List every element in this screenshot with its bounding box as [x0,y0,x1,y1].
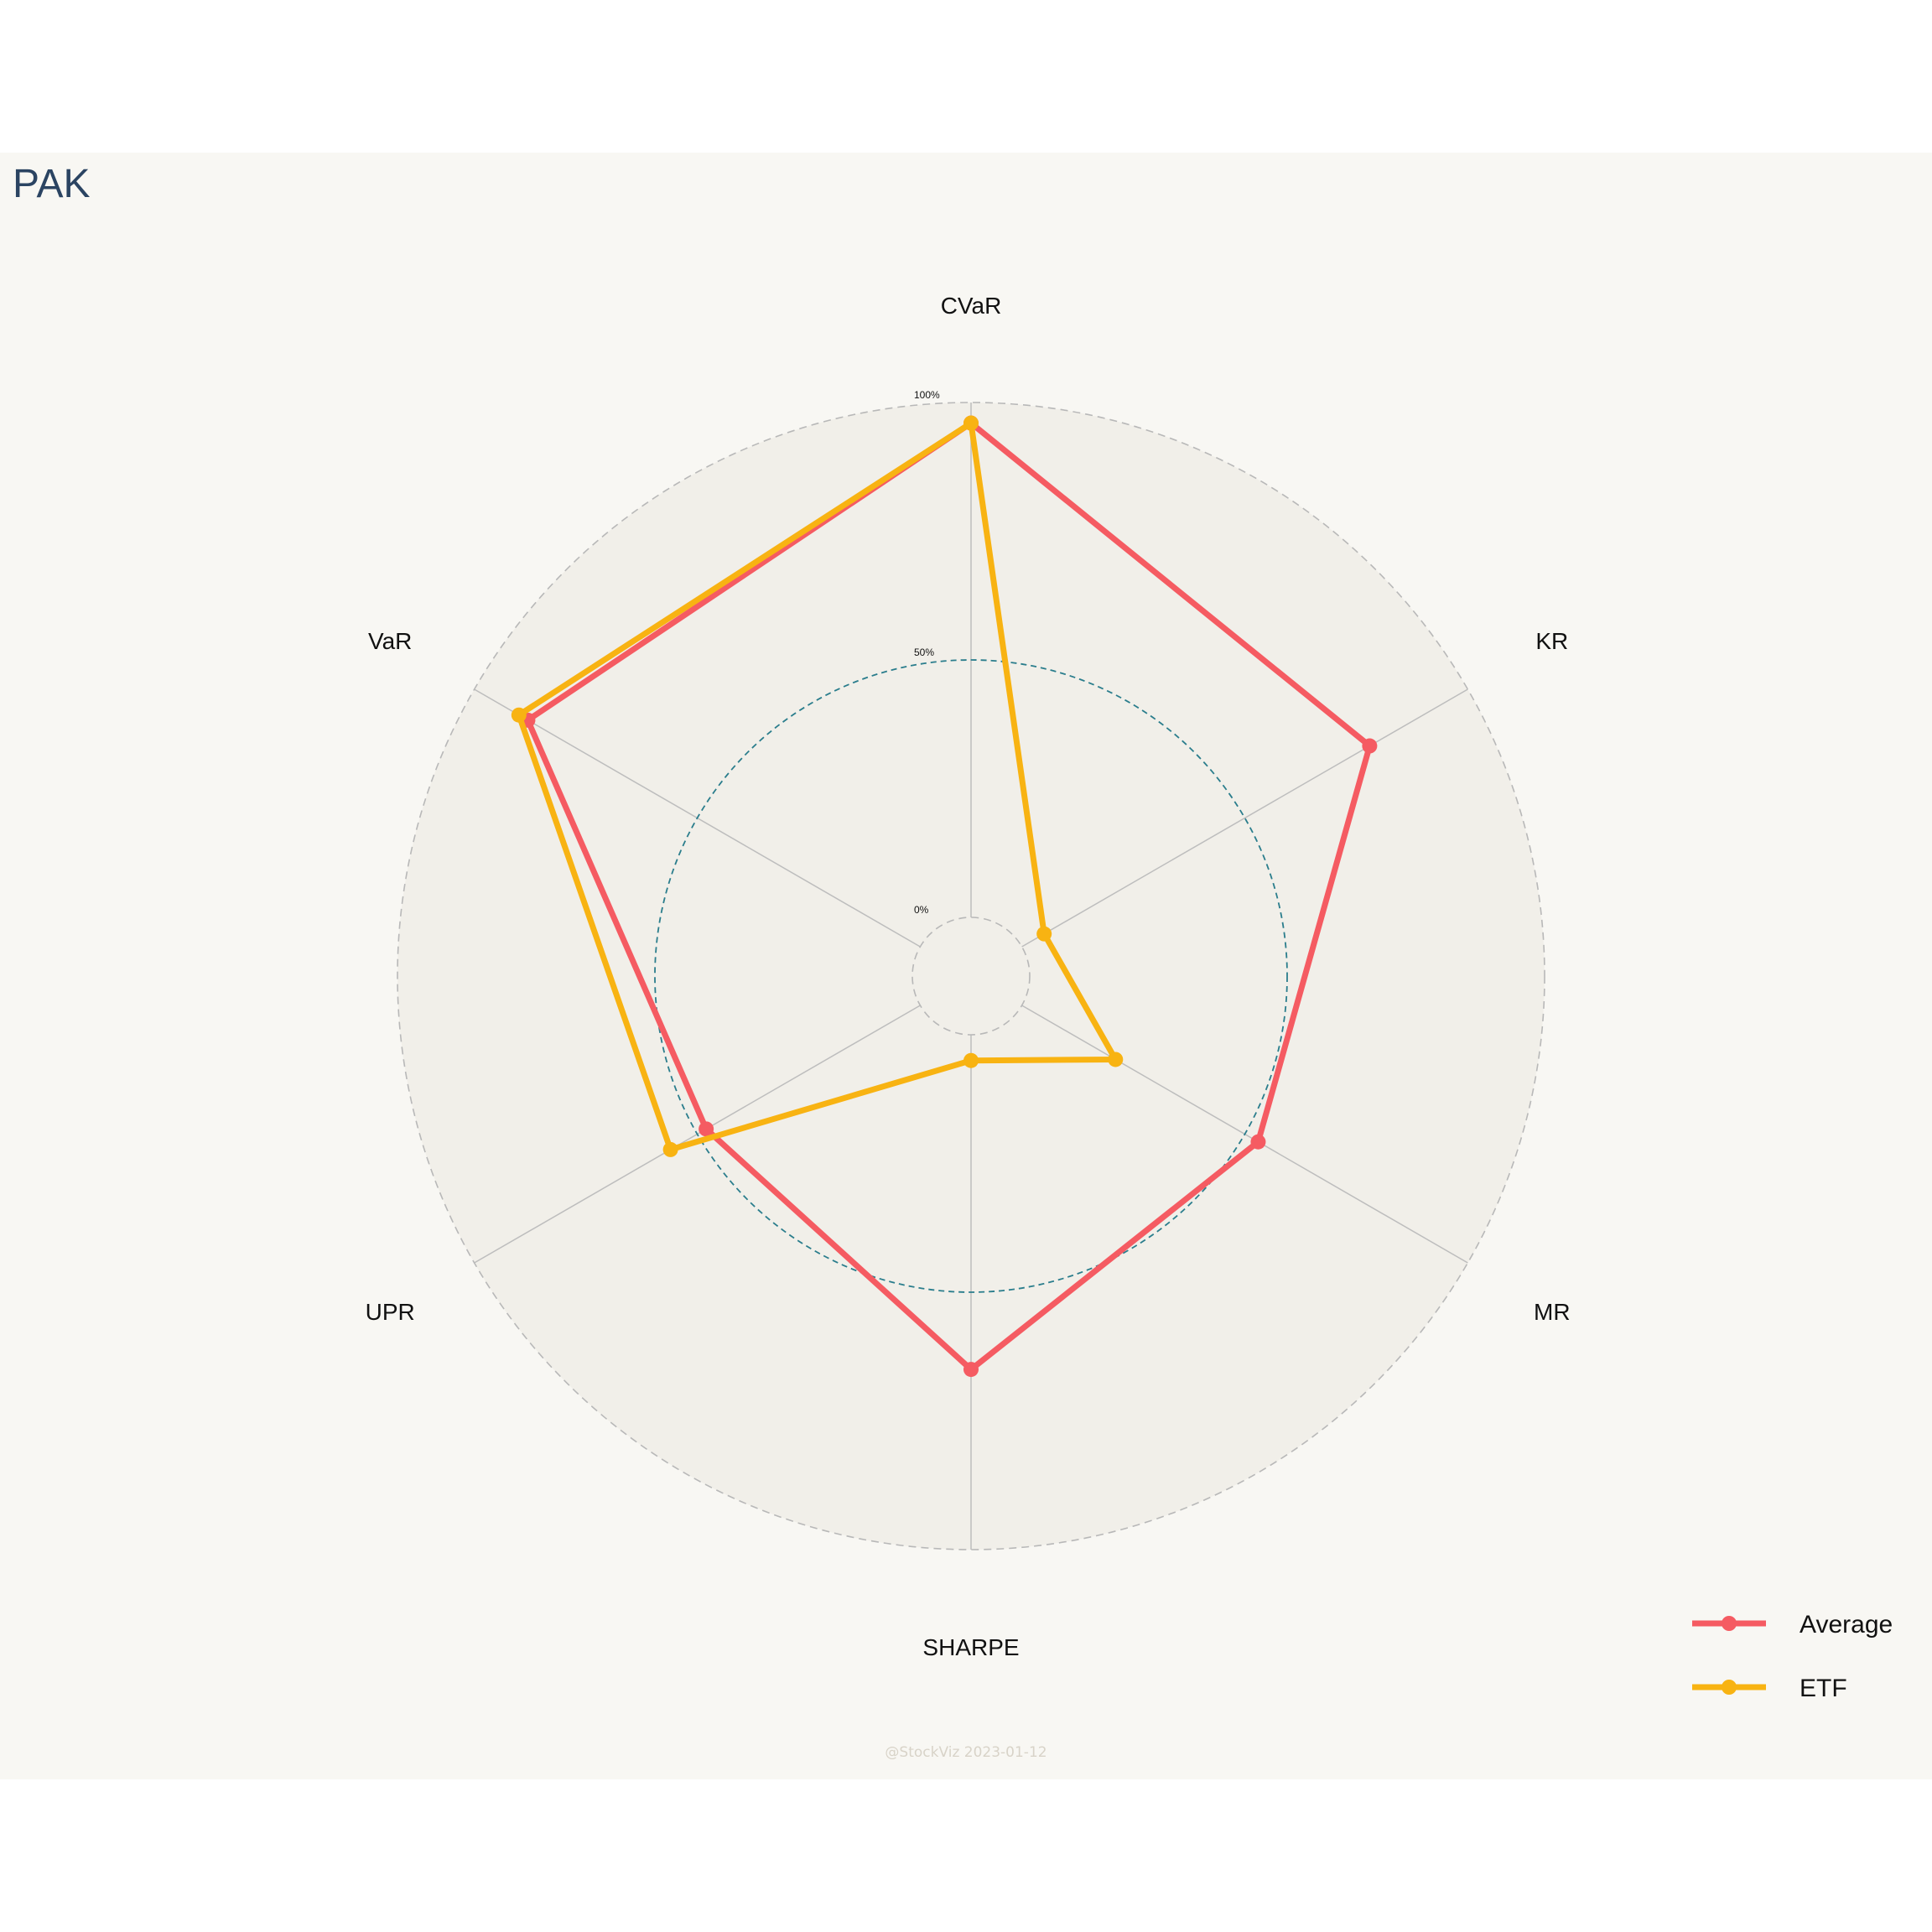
watermark: @StockViz 2023-01-12 [885,1744,1047,1761]
data-point-upr [699,1121,714,1137]
radar-labels: 0% 50% 100% CVaR KR MR SHARPE UPR VaR [366,293,1571,1660]
grid-ring [654,659,1288,1293]
axis-label-cvar: CVaR [941,293,1002,319]
radar-background [397,402,1545,1550]
data-point-upr [662,1141,678,1157]
grid-ring [911,917,1031,1036]
series-etf [511,415,1124,1157]
radar-grid [397,402,1545,1550]
legend-label: ETF [1800,1675,1847,1702]
spoke-kr [1021,688,1468,948]
legend-marker [1722,1680,1737,1695]
legend-marker [1722,1616,1737,1631]
data-point-var [511,707,527,723]
legend-item-average: Average [1692,1611,1893,1639]
radar-area [397,402,1545,1550]
radar-series [511,415,1378,1378]
axis-label-mr: MR [1534,1299,1571,1325]
data-point-kr [1036,926,1052,942]
data-point-cvar [963,415,979,431]
tick-label: 0% [914,904,929,916]
tick-label: 50% [914,647,934,658]
legend: Average ETF [1692,1611,1893,1702]
axis-label-var: VaR [368,628,412,654]
legend-item-etf: ETF [1692,1675,1847,1702]
chart-title: PAK [13,162,91,206]
data-point-mr [1108,1052,1124,1067]
data-point-kr [1362,738,1378,754]
legend-label: Average [1800,1611,1893,1639]
tick-label: 100% [914,389,940,401]
data-point-sharpe [963,1362,979,1378]
data-point-mr [1250,1134,1266,1150]
axis-label-sharpe: SHARPE [922,1634,1019,1660]
axis-label-upr: UPR [366,1299,415,1325]
data-point-sharpe [963,1052,979,1068]
grid-ring [397,402,1545,1550]
axis-label-kr: KR [1535,628,1568,654]
